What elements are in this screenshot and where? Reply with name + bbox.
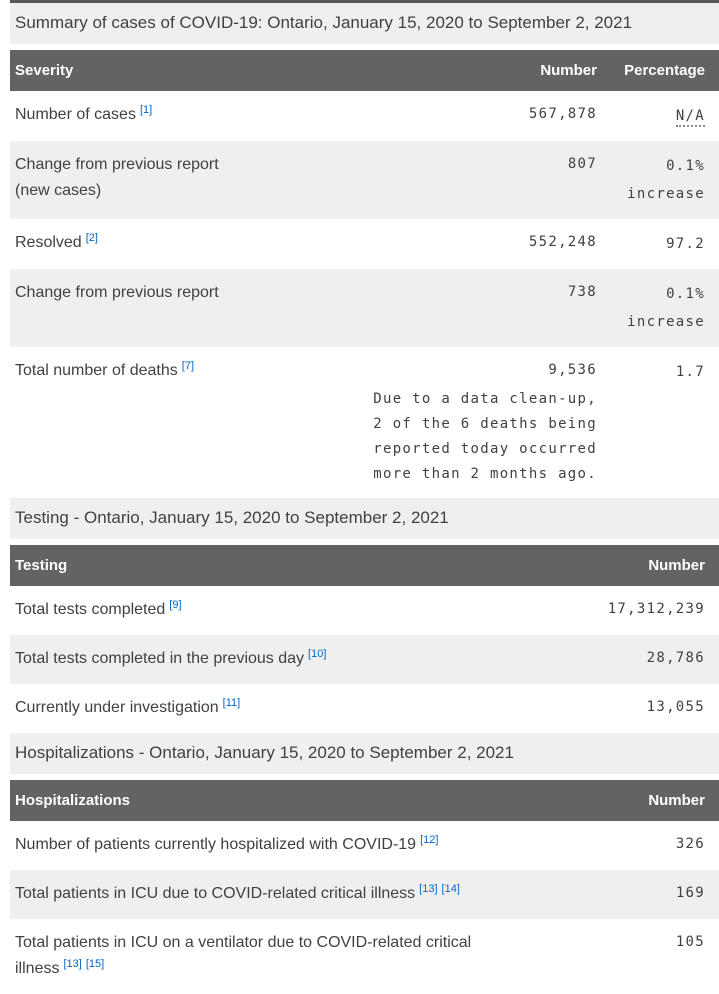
number-cell: 807 (365, 141, 611, 219)
footnote-ref-link[interactable]: [10] (308, 648, 327, 660)
row-label-cell: Currently under investigation [11] (10, 684, 569, 733)
column-header-number: Number (569, 545, 719, 586)
row-label-cell: Change from previous report (new cases) (10, 141, 365, 219)
table-row: Number of patients currently hospitalize… (10, 821, 719, 870)
column-header-percentage: Percentage (611, 50, 719, 91)
table-row: Change from previous report (new cases) 8… (10, 141, 719, 219)
number-cell: 567,878 (365, 91, 611, 141)
section-title-hospitalizations: Hospitalizations - Ontario, January 15, … (10, 733, 719, 774)
severity-table-header-row: Severity Number Percentage (10, 50, 719, 91)
number-cell: 169 (569, 870, 719, 919)
table-row: Total tests completed [9] 17,312,239 (10, 586, 719, 635)
row-label-cell: Total number of deaths [7] (10, 347, 365, 498)
testing-table-header-row: Testing Number (10, 545, 719, 586)
column-header-hospitalizations: Hospitalizations (10, 780, 569, 821)
percentage-value: N/A (675, 108, 705, 127)
row-label: Total tests completed (15, 601, 166, 618)
number-value: 105 (675, 934, 705, 950)
percentage-cell: 0.1% increase (611, 141, 719, 219)
footnote-ref-link[interactable]: [7] (181, 360, 194, 372)
row-label-cell: Total tests completed in the previous da… (10, 635, 569, 684)
table-row: Total patients in ICU due to COVID-relat… (10, 870, 719, 919)
column-header-severity: Severity (10, 50, 365, 91)
number-value: 567,878 (528, 106, 597, 122)
percentage-cell: 0.1% increase (611, 269, 719, 347)
table-row: Number of cases [1] 567,878 N/A (10, 91, 719, 141)
percentage-cell: 1.7 (611, 347, 719, 498)
footnote-ref-link[interactable]: [13] (63, 958, 82, 970)
row-label-cell: Change from previous report (10, 269, 365, 347)
row-label: Total number of deaths (15, 362, 178, 379)
covid-summary-page: Summary of cases of COVID-19: Ontario, J… (10, 0, 719, 994)
percentage-value: 97.2 (666, 236, 705, 252)
number-value: 738 (567, 284, 597, 300)
number-value: 13,055 (646, 699, 705, 715)
section-title-summary: Summary of cases of COVID-19: Ontario, J… (10, 0, 719, 44)
number-value: 326 (675, 836, 705, 852)
footnote-ref-link[interactable]: [15] (85, 958, 105, 970)
number-value: 169 (675, 885, 705, 901)
number-cell: 28,786 (569, 635, 719, 684)
section-hospitalizations: Hospitalizations - Ontario, January 15, … (10, 733, 719, 994)
percentage-value: 1.7 (675, 364, 705, 380)
footnote-ref-link[interactable]: [2] (85, 232, 98, 244)
row-label: Number of cases (15, 106, 136, 123)
row-label-cell: Resolved [2] (10, 219, 365, 269)
number-cell: 738 (365, 269, 611, 347)
table-row: Total number of deaths [7] 9,536 Due to a d… (10, 347, 719, 498)
footnote-ref-link[interactable]: [9] (169, 599, 182, 611)
row-label: Resolved (15, 234, 82, 251)
severity-table: Severity Number Percentage Number of cases… (10, 50, 719, 498)
percentage-cell: N/A (611, 91, 719, 141)
row-label: Total patients in ICU due to COVID-relat… (15, 885, 416, 902)
table-row: Total patients in ICU on a ventilator du… (10, 919, 719, 994)
table-row: Change from previous report 738 0.1% incre… (10, 269, 719, 347)
row-label-cell: Number of patients currently hospitalize… (10, 821, 569, 870)
column-header-testing: Testing (10, 545, 569, 586)
row-label: Total tests completed in the previous da… (15, 650, 305, 667)
row-label-cell: Total patients in ICU due to COVID-relat… (10, 870, 569, 919)
number-cell: 552,248 (365, 219, 611, 269)
number-cell: 326 (569, 821, 719, 870)
number-value: 28,786 (646, 650, 705, 666)
number-cell: 17,312,239 (569, 586, 719, 635)
row-label: Currently under investigation (15, 699, 219, 716)
percentage-value: 0.1% increase (627, 158, 705, 202)
number-value: 9,536 (548, 362, 597, 378)
row-label-cell: Total patients in ICU on a ventilator du… (10, 919, 569, 994)
table-row: Total tests completed in the previous da… (10, 635, 719, 684)
section-title-testing: Testing - Ontario, January 15, 2020 to S… (10, 498, 719, 539)
testing-table: Testing Number Total tests completed [9] 17… (10, 545, 719, 733)
footnote-ref-link[interactable]: [13] (419, 883, 438, 895)
number-cell: 105 (569, 919, 719, 994)
footnote-ref-link[interactable]: [1] (139, 104, 153, 116)
section-testing: Testing - Ontario, January 15, 2020 to S… (10, 498, 719, 733)
hospitalizations-table: Hospitalizations Number Number of patient… (10, 780, 719, 994)
row-label: Change from previous report (15, 284, 219, 301)
row-label: Total patients in ICU on a ventilator du… (15, 934, 472, 977)
row-label-cell: Number of cases [1] (10, 91, 365, 141)
column-header-number: Number (569, 780, 719, 821)
number-cell: 13,055 (569, 684, 719, 733)
data-note: Due to a data clean-up, 2 of the 6 death… (373, 391, 597, 482)
percentage-value: 0.1% increase (627, 286, 705, 330)
row-label: Change from previous report (new cases) (15, 156, 219, 199)
table-row: Currently under investigation [11] 13,055 (10, 684, 719, 733)
number-value: 552,248 (528, 234, 597, 250)
section-case-summary: Summary of cases of COVID-19: Ontario, J… (10, 0, 719, 498)
row-label: Number of patients currently hospitalize… (15, 836, 417, 853)
percentage-cell: 97.2 (611, 219, 719, 269)
footnote-ref-link[interactable]: [12] (420, 834, 439, 846)
row-label-cell: Total tests completed [9] (10, 586, 569, 635)
number-value: 17,312,239 (607, 601, 705, 617)
column-header-number: Number (365, 50, 611, 91)
footnote-ref-link[interactable]: [11] (222, 697, 241, 709)
hospitalizations-table-header-row: Hospitalizations Number (10, 780, 719, 821)
number-value: 807 (567, 156, 597, 172)
number-cell: 9,536 Due to a data clean-up, 2 of the 6 … (365, 347, 611, 498)
table-row: Resolved [2] 552,248 97.2 (10, 219, 719, 269)
footnote-ref-link[interactable]: [14] (441, 883, 460, 895)
